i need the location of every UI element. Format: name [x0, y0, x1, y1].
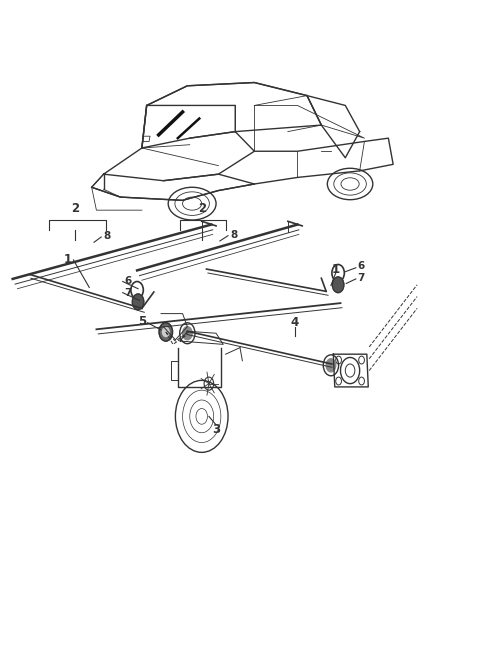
Text: 4: 4 [291, 316, 299, 329]
Text: 1: 1 [332, 262, 340, 276]
Text: 8: 8 [104, 232, 111, 241]
Text: 8: 8 [230, 230, 238, 240]
Text: 2: 2 [71, 203, 79, 215]
Text: 6: 6 [124, 276, 132, 286]
Circle shape [332, 277, 344, 293]
Text: 5: 5 [138, 315, 146, 328]
Text: 7: 7 [124, 287, 132, 298]
Circle shape [182, 327, 192, 340]
Circle shape [162, 327, 169, 337]
Circle shape [326, 359, 336, 372]
Text: 3: 3 [212, 423, 220, 436]
Text: 2: 2 [198, 203, 206, 215]
Text: 1: 1 [64, 253, 72, 266]
Circle shape [132, 294, 144, 310]
Circle shape [159, 323, 172, 341]
Text: 6: 6 [357, 262, 364, 272]
Text: 7: 7 [357, 274, 365, 283]
